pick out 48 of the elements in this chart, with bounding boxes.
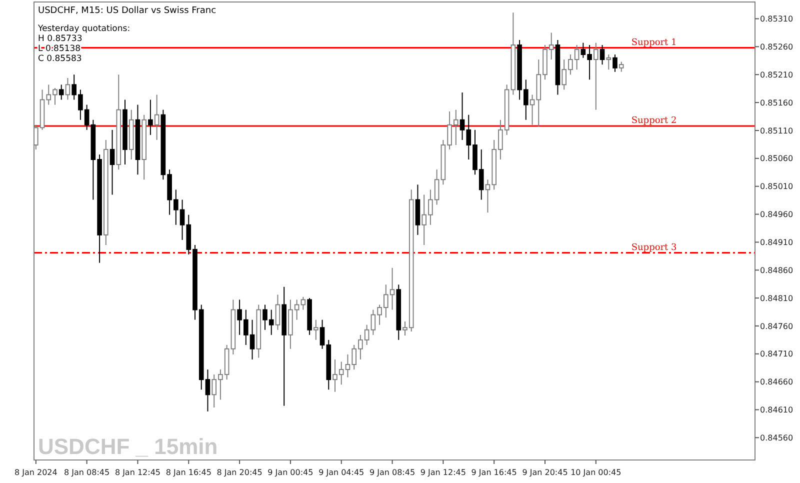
y-tick-label: 0.84860	[760, 266, 794, 275]
annotation: C 0.85583	[38, 54, 82, 64]
text: USDCHF, M15: US Dollar vs Swiss Franc	[38, 6, 216, 16]
candlestick	[148, 99, 153, 136]
ref-line-label: Support 2	[631, 116, 677, 126]
y-tick-label: 0.84960	[760, 210, 794, 220]
x-tick-label: 8 Jan 20:45	[216, 468, 262, 477]
candlestick	[606, 54, 612, 70]
ref-line-label: Support 3	[631, 242, 678, 253]
y-tick-label: 0.84760	[760, 322, 794, 331]
y-tick-label: 0.84710	[760, 350, 794, 359]
y-tick-label: 0.85160	[760, 98, 794, 108]
x-tick-label: 10 Jan 00:45	[570, 468, 622, 477]
x-tick-label: 8 Jan 2024	[14, 468, 58, 477]
y-tick-label: 0.84810	[760, 294, 794, 303]
y-tick-label: 0.84610	[760, 406, 794, 415]
y-tick-label: 0.85260	[760, 42, 794, 52]
ref-line-label: Support 1	[631, 38, 677, 48]
y-tick-label: 0.85310	[760, 14, 794, 24]
y-tick-label: 0.85060	[760, 154, 794, 164]
candlestick	[612, 54, 618, 72]
annotation: Yesterday quotations:	[37, 24, 130, 34]
candlestick	[618, 61, 624, 72]
candlestick	[275, 294, 280, 330]
x-tick-label: 9 Jan 16:45	[471, 468, 517, 477]
candlestick	[600, 44, 605, 66]
annotation: H 0.85733	[38, 34, 82, 44]
x-tick-label: 9 Jan 08:45	[369, 468, 416, 477]
y-tick-label: 0.85110	[760, 126, 794, 136]
y-tick-label: 0.85210	[760, 70, 794, 80]
candlestick	[300, 296, 306, 310]
candlestick	[154, 94, 160, 140]
candlestick	[65, 77, 70, 100]
x-tick-label: 8 Jan 12:45	[114, 468, 161, 477]
x-tick-label: 9 Jan 20:45	[522, 468, 568, 477]
x-tick-label: 9 Jan 00:45	[268, 468, 314, 477]
candlestick	[314, 319, 318, 340]
x-tick-label: 8 Jan 16:45	[166, 468, 212, 477]
candlestick	[594, 42, 598, 110]
candlestick	[58, 84, 64, 100]
x-tick-label: 9 Jan 04:45	[318, 468, 364, 477]
x-tick-label: 8 Jan 08:45	[64, 468, 110, 477]
y-tick-label: 0.84660	[760, 378, 794, 387]
x-tick-label: 9 Jan 12:45	[420, 468, 466, 477]
candlestick	[110, 129, 115, 196]
y-tick-label: 0.84560	[760, 433, 794, 442]
y-tick-label: 0.84910	[760, 238, 794, 247]
y-tick-label: 0.85010	[760, 182, 794, 192]
